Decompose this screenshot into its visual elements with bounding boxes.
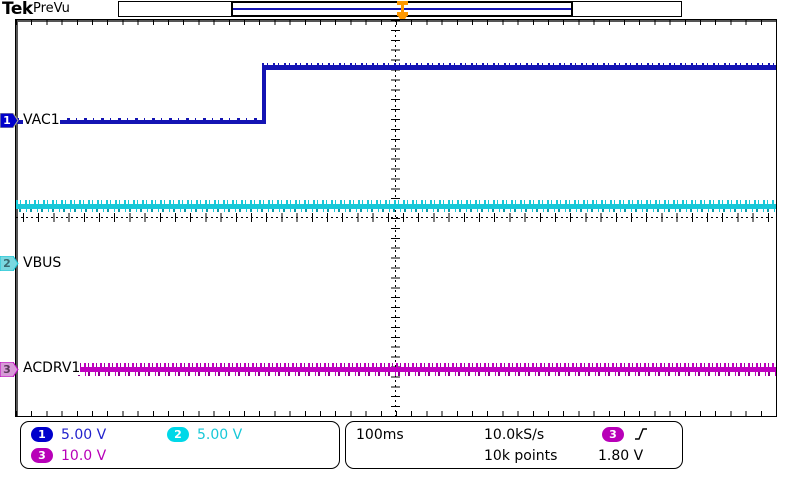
waveform-ch2 [16, 204, 776, 209]
waveform-label-ch3: ACDRV1 [23, 360, 81, 376]
waveform-ch1-high-segment [262, 65, 776, 70]
waveform-ch1-low-segment [16, 120, 264, 124]
sample-rate-value[interactable]: 10.0kS/s [484, 427, 545, 443]
channel-1-badge[interactable]: 1 [31, 427, 53, 442]
channel-2-scale-value[interactable]: 5.00 V [197, 427, 243, 443]
waveform-label-ch2: VBUS [23, 255, 62, 271]
waveform-ch1-low-noise [16, 118, 264, 120]
record-length-overview-bar[interactable] [118, 1, 682, 23]
trigger-source-badge[interactable]: 3 [602, 427, 624, 442]
graticule-bottom-edge-ticks [16, 411, 776, 416]
channel-settings-panel[interactable]: 1 5.00 V 2 5.00 V 3 10.0 V [20, 421, 340, 469]
tektronix-logo: Tek [2, 0, 33, 19]
graticule-top-edge-ticks [16, 20, 776, 25]
channel-1-reference-marker[interactable]: 1 [0, 113, 19, 128]
channel-3-scale-value[interactable]: 10.0 V [61, 448, 107, 464]
waveform-ch2-noise-upper [16, 200, 776, 204]
waveform-ch3-noise-lower [76, 372, 776, 376]
record-length-value[interactable]: 10k points [484, 448, 558, 464]
channel-3-badge[interactable]: 3 [31, 448, 53, 463]
waveform-ch2-noise-lower [16, 209, 776, 212]
graticule-vertical-ticks [391, 20, 400, 416]
waveform-ch1-rising-edge [262, 67, 266, 124]
trigger-level-value[interactable]: 1.80 V [598, 448, 644, 464]
channel-2-marker-number: 2 [3, 257, 11, 270]
channel-3-marker-number: 3 [3, 363, 11, 376]
channel-1-scale-value[interactable]: 5.00 V [61, 427, 107, 443]
waveform-ch3 [76, 367, 776, 372]
waveform-label-ch1: VAC1 [23, 112, 60, 128]
timebase-value[interactable]: 100ms [356, 427, 404, 443]
rising-edge-icon[interactable] [634, 426, 648, 440]
acquisition-mode-label: PreVu [33, 1, 70, 16]
waveform-graticule[interactable]: VAC1 VBUS ACDRV1 [15, 19, 777, 417]
channel-2-badge[interactable]: 2 [167, 427, 189, 442]
channel-1-marker-number: 1 [3, 114, 11, 127]
channel-2-reference-marker[interactable]: 2 [0, 256, 19, 271]
scope-header-bar: Tek PreVu [0, 0, 800, 23]
waveform-ch3-noise-upper [76, 363, 776, 367]
acquisition-trigger-panel[interactable]: 100ms 10.0kS/s 10k points 3 1.80 V [345, 421, 683, 469]
waveform-ch1-high-noise [262, 63, 776, 66]
channel-3-reference-marker[interactable]: 3 [0, 362, 19, 377]
